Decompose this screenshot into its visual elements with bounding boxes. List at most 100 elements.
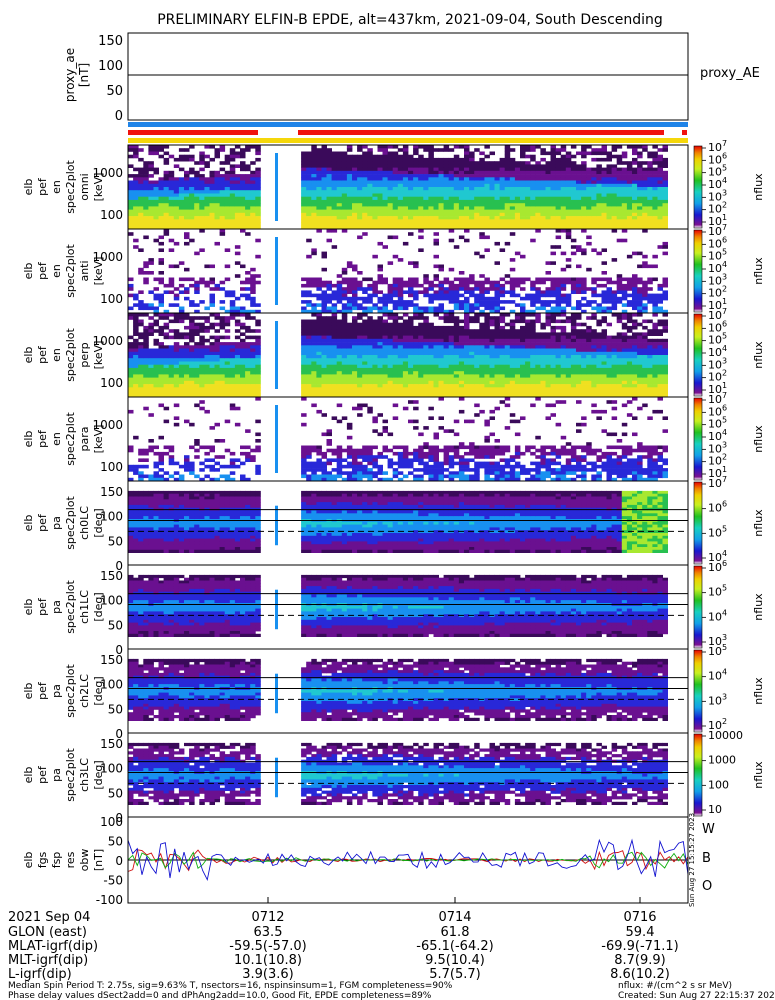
spectrogram-cell [133,296,139,301]
spectrogram-cell [545,287,551,291]
spectrogram-cell [464,384,470,388]
spectrogram-cell [504,216,511,220]
spectrogram-cell [550,342,556,346]
spectrogram-cell [647,180,653,185]
spectrogram-cell [509,148,516,152]
panel-ytick: 100 [100,208,123,222]
spectrogram-cell [306,161,312,165]
spectrogram-cell [418,351,424,356]
spectrogram-cell [173,293,180,298]
spectrogram-cell [652,293,658,298]
spectrogram-cell [173,313,180,317]
spectrogram-cell [479,342,485,346]
spectrogram-cell [637,287,643,291]
spectrogram-cell [219,380,226,385]
spectrogram-cell [433,329,439,333]
spectrogram-cell [428,335,434,340]
spectrogram-cell [509,319,516,324]
spectrogram-cell [489,316,495,320]
spectrogram-cell [647,183,653,188]
panel-ylabel-line: pef [36,261,49,280]
spectrogram-cell [611,280,618,285]
spectrogram-cell [535,332,541,336]
spectrogram-cell [423,329,429,333]
spectrogram-cell [346,300,353,304]
spectrogram-cell [362,151,368,156]
spectrogram-cell [637,296,643,301]
spectrogram-cell [173,206,180,210]
spectrogram-cell [474,216,480,220]
spectrogram-cell [474,367,480,372]
spectrogram-cell [453,332,460,336]
spectrogram-cell [408,303,414,307]
spectrogram-cell [189,338,195,343]
spectrogram-cell [255,151,261,156]
spectrogram-cell [489,190,495,194]
spectrogram-cell [311,345,317,349]
spectrogram-cell [525,380,531,385]
spectrogram-cell [372,167,378,172]
spectrogram-cell [189,145,195,149]
spectrogram-cell [173,380,180,385]
spectrogram-cell [321,322,327,327]
spectrogram-cell [591,280,597,285]
spectrogram-cell [336,371,343,375]
spectrogram-cell [168,303,175,307]
spectrogram-cell [346,203,353,207]
colorbar-tick-exponent: 4 [722,176,727,185]
spectrogram-cell [199,209,205,214]
spectrogram-cell [240,325,246,330]
spectrogram-cell [576,187,582,191]
spectrogram-cell [352,199,358,204]
spectrogram-cell [443,167,450,172]
spectrogram-cell [479,151,485,156]
spectrogram-cell [408,187,414,191]
spectrogram-cell [377,329,383,333]
spectrogram-cell [616,300,623,304]
spectrogram-cell [392,280,399,285]
spectrogram-cell [128,154,134,159]
spectrogram-cell [469,371,475,375]
spectrogram-cell [402,342,409,346]
spectrogram-cell [336,364,343,369]
spectrogram-cell [458,216,465,220]
spectrogram-cell [514,332,521,336]
spectrogram-cell [352,164,358,168]
spectrogram-cell [326,342,332,346]
spectrogram-cell [520,254,526,259]
spectrogram-cell [632,283,638,288]
spectrogram-cell [316,203,322,207]
spectrogram-cell [321,145,327,149]
spectrogram-cell [316,374,322,378]
spectrogram-cell [453,377,460,382]
spectrogram-cell [474,342,480,346]
spectrogram-cell [418,332,424,336]
spectrogram-cell [484,300,490,304]
spectrogram-cell [341,216,348,220]
spectrogram-cell [530,280,536,285]
spectrogram-cell [438,225,444,230]
spectrogram-cell [570,170,577,175]
spectrogram-cell [346,174,353,178]
spectrogram-cell [138,374,144,378]
spectrogram-cell [301,348,307,353]
spectrogram-cell [133,203,139,207]
spectrogram-cell [601,296,607,301]
spectrogram-cell [453,296,460,301]
spectrogram-cell [158,364,164,369]
spectrogram-cell [387,206,394,210]
spectrogram-cell [520,325,526,330]
spectrogram-cell [540,342,546,346]
spectrogram-cell [392,355,399,359]
spectrogram-cell [520,296,526,301]
spectrogram-cell [418,358,424,362]
spectrogram-cell [346,329,353,333]
spectrogram-cell [372,196,378,201]
spectrogram-cell [530,377,536,382]
spectrogram-cell [530,190,536,194]
spectrogram-cell [178,364,185,369]
spectrogram-cell [219,225,226,230]
spectrogram-cell [525,332,531,336]
spectrogram-cell [163,219,170,223]
spectrogram-cell [479,303,485,307]
